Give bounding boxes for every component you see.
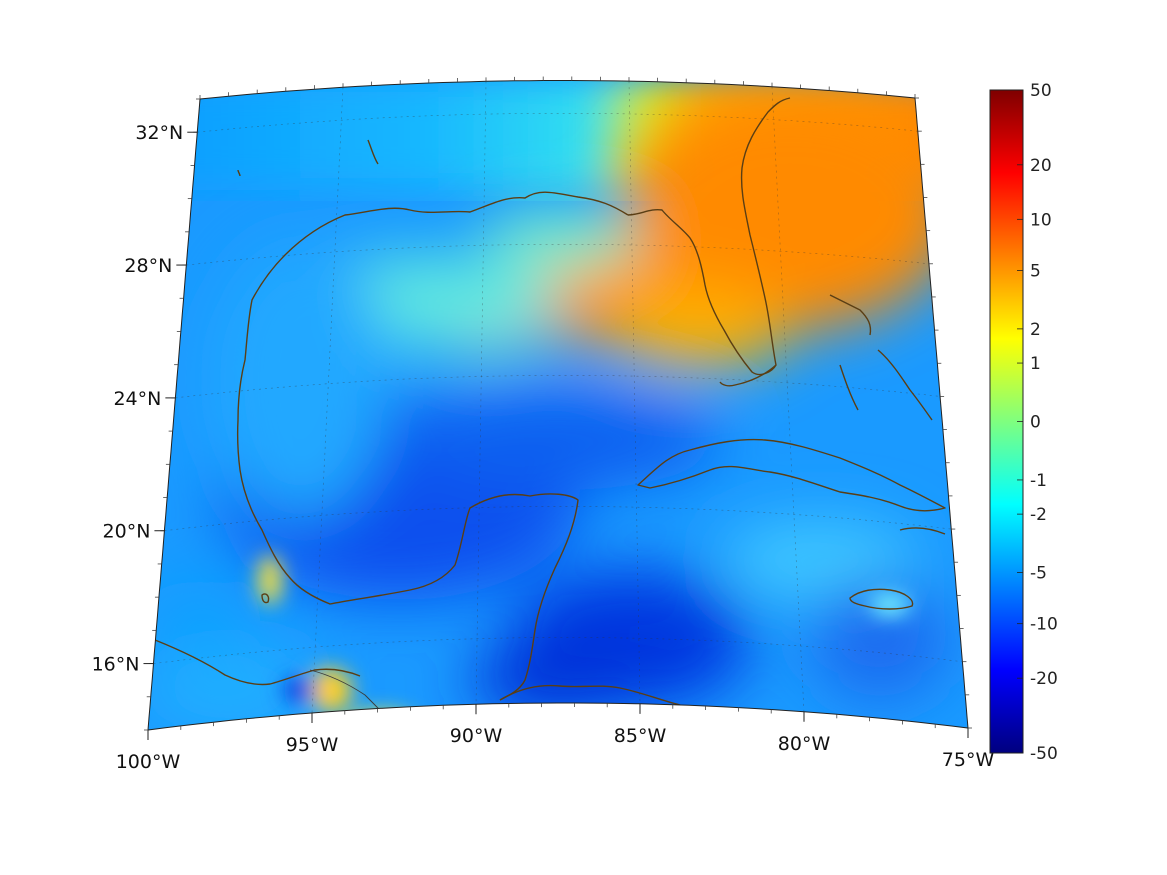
colorbar-tick-label: 2 [1030, 320, 1041, 340]
colorbar-tick-label: 10 [1030, 210, 1052, 230]
colorbar-tick-label: -20 [1030, 669, 1058, 689]
graticule [148, 81, 968, 730]
meridian-line [771, 86, 805, 712]
longitude-tick-label: 95°W [286, 734, 339, 756]
colorbar-tick-label: 5 [1030, 261, 1041, 281]
longitude-tick-label: 80°W [778, 733, 831, 755]
longitude-tick-label: 85°W [614, 725, 667, 747]
colorbar-tick-label: 50 [1030, 81, 1052, 101]
parallel-line [197, 113, 918, 133]
latitude-tick-label: 20°N [103, 521, 151, 543]
colorbar-tick-label: -2 [1030, 505, 1047, 525]
colorbar-tick-label: -10 [1030, 615, 1058, 635]
longitude-tick-label: 75°W [942, 749, 995, 771]
longitude-tick-label: 100°W [116, 751, 181, 773]
latitude-tick-label: 32°N [135, 122, 183, 144]
colorbar-tick-label: 0 [1030, 413, 1041, 433]
colorbar-tick-label: -50 [1030, 744, 1058, 764]
coastlines [154, 97, 946, 730]
longitude-tick-label: 90°W [450, 725, 503, 747]
colorbar-tick-label: 1 [1030, 354, 1041, 374]
map-field [148, 80, 968, 730]
latitude-axis: 32°N 28°N 24°N 20°N 16°N [92, 97, 972, 731]
longitude-axis: 100°W 95°W 90°W 85°W 80°W 75°W [116, 76, 995, 773]
latitude-tick-label: 28°N [124, 255, 172, 277]
colorbar-tick-label: -5 [1030, 564, 1047, 584]
colorbar-tick-label: 20 [1030, 156, 1052, 176]
meridian-line [475, 81, 487, 705]
latitude-tick-label: 16°N [92, 654, 140, 676]
meridian-line [628, 81, 641, 704]
latitude-tick-label: 24°N [113, 388, 161, 410]
parallel-line [186, 244, 929, 266]
colorbar-tick-label: -1 [1030, 471, 1047, 491]
meridian-line [311, 87, 344, 714]
